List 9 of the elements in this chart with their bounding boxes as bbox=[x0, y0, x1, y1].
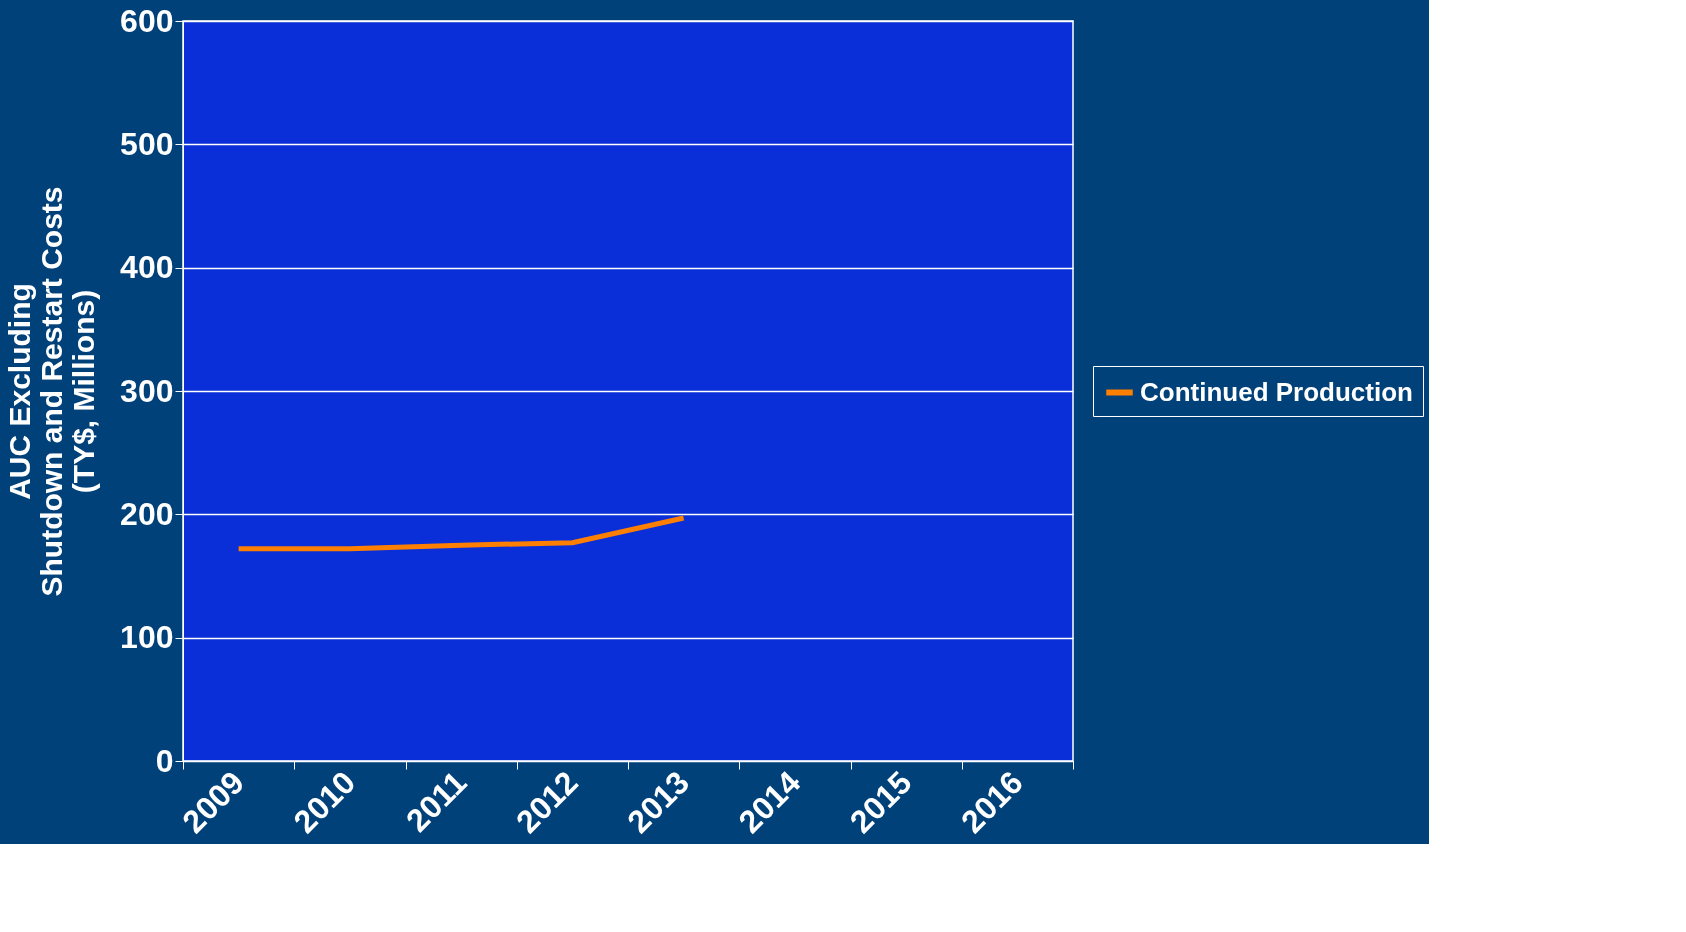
y-tick-label: 500 bbox=[120, 125, 174, 162]
y-tick-label: 400 bbox=[120, 249, 174, 286]
y-tick-label: 200 bbox=[120, 495, 174, 532]
y-tick-label: 300 bbox=[120, 372, 174, 409]
y-axis-title: AUC Excluding Shutdown and Restart Costs (TY$, Millions) bbox=[3, 186, 101, 597]
legend-label: Continued Production bbox=[1140, 376, 1413, 407]
y-tick-label: 600 bbox=[120, 2, 174, 39]
y-tick-label: 100 bbox=[120, 619, 174, 656]
y-tick-label: 0 bbox=[155, 742, 174, 779]
